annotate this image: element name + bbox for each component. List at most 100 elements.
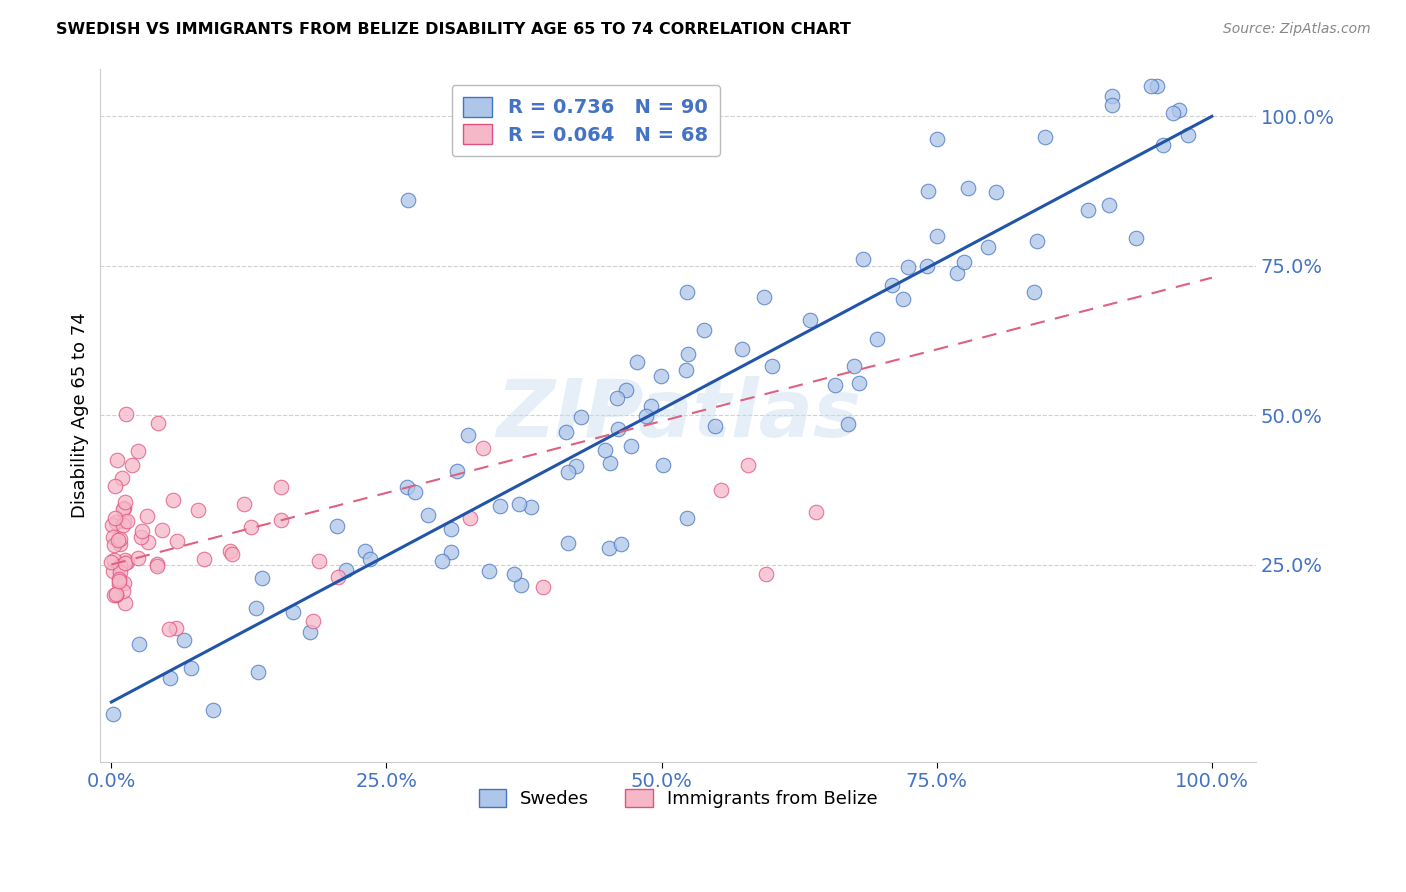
Point bbox=[246, 665, 269, 680]
Point bbox=[115, 555, 138, 569]
Point bbox=[676, 511, 699, 525]
Point bbox=[250, 571, 273, 585]
Point bbox=[359, 551, 381, 566]
Point bbox=[1177, 128, 1199, 142]
Point bbox=[675, 363, 697, 377]
Point bbox=[105, 453, 128, 467]
Point bbox=[104, 478, 127, 492]
Point bbox=[418, 508, 440, 523]
Point bbox=[129, 530, 152, 544]
Point bbox=[737, 458, 759, 472]
Point bbox=[112, 514, 135, 528]
Point bbox=[610, 537, 633, 551]
Point bbox=[651, 458, 673, 472]
Point bbox=[193, 552, 215, 566]
Point bbox=[824, 378, 846, 392]
Point bbox=[598, 541, 620, 555]
Point bbox=[606, 391, 628, 405]
Point bbox=[103, 539, 125, 553]
Point bbox=[761, 359, 783, 373]
Point bbox=[752, 290, 775, 304]
Point bbox=[709, 483, 731, 498]
Point bbox=[108, 572, 131, 586]
Point bbox=[946, 267, 969, 281]
Point bbox=[270, 512, 292, 526]
Point bbox=[1101, 89, 1123, 103]
Point bbox=[1026, 234, 1049, 248]
Point bbox=[283, 605, 305, 619]
Point bbox=[114, 495, 136, 509]
Point bbox=[430, 554, 453, 568]
Point bbox=[614, 383, 637, 397]
Point bbox=[458, 511, 481, 525]
Point bbox=[925, 228, 948, 243]
Point bbox=[101, 706, 124, 721]
Point bbox=[557, 465, 579, 479]
Point bbox=[221, 547, 243, 561]
Point bbox=[166, 533, 188, 548]
Point bbox=[457, 428, 479, 442]
Point bbox=[146, 557, 169, 571]
Point bbox=[440, 545, 463, 559]
Point bbox=[488, 499, 510, 513]
Point bbox=[531, 581, 554, 595]
Point bbox=[852, 252, 875, 266]
Point bbox=[108, 577, 131, 591]
Point bbox=[880, 278, 903, 293]
Point bbox=[219, 544, 242, 558]
Point bbox=[1152, 138, 1174, 153]
Point bbox=[519, 500, 541, 515]
Point bbox=[554, 425, 576, 439]
Point bbox=[232, 497, 254, 511]
Point bbox=[114, 553, 136, 567]
Point bbox=[848, 376, 870, 391]
Point bbox=[110, 559, 132, 574]
Point bbox=[112, 517, 135, 532]
Point bbox=[620, 439, 643, 453]
Point bbox=[127, 443, 149, 458]
Point bbox=[472, 441, 495, 455]
Point bbox=[173, 633, 195, 648]
Point bbox=[115, 408, 138, 422]
Point bbox=[1022, 285, 1045, 299]
Point bbox=[117, 514, 139, 528]
Point bbox=[446, 464, 468, 478]
Point bbox=[180, 660, 202, 674]
Y-axis label: Disability Age 65 to 74: Disability Age 65 to 74 bbox=[72, 312, 89, 518]
Point bbox=[1125, 231, 1147, 245]
Point bbox=[891, 292, 914, 306]
Point bbox=[398, 193, 420, 207]
Point bbox=[101, 530, 124, 544]
Point bbox=[915, 259, 938, 273]
Point bbox=[111, 471, 134, 485]
Point bbox=[634, 409, 657, 424]
Point bbox=[114, 596, 136, 610]
Point bbox=[112, 502, 135, 516]
Point bbox=[650, 368, 672, 383]
Point bbox=[569, 409, 592, 424]
Point bbox=[353, 543, 375, 558]
Point bbox=[626, 355, 648, 369]
Point bbox=[103, 588, 125, 602]
Point bbox=[599, 456, 621, 470]
Point bbox=[837, 417, 859, 432]
Point bbox=[245, 601, 267, 615]
Point bbox=[136, 508, 159, 523]
Point bbox=[114, 575, 136, 590]
Point bbox=[101, 564, 124, 578]
Point bbox=[1140, 79, 1163, 94]
Point bbox=[165, 622, 187, 636]
Point bbox=[1098, 198, 1121, 212]
Point bbox=[755, 567, 778, 582]
Point bbox=[1033, 129, 1056, 144]
Point bbox=[104, 588, 127, 602]
Point bbox=[693, 323, 716, 337]
Point bbox=[103, 553, 125, 567]
Point bbox=[107, 533, 129, 548]
Point bbox=[114, 556, 136, 570]
Point bbox=[101, 518, 124, 533]
Point bbox=[510, 577, 533, 591]
Point bbox=[157, 622, 180, 636]
Point bbox=[640, 399, 662, 413]
Point bbox=[842, 359, 865, 374]
